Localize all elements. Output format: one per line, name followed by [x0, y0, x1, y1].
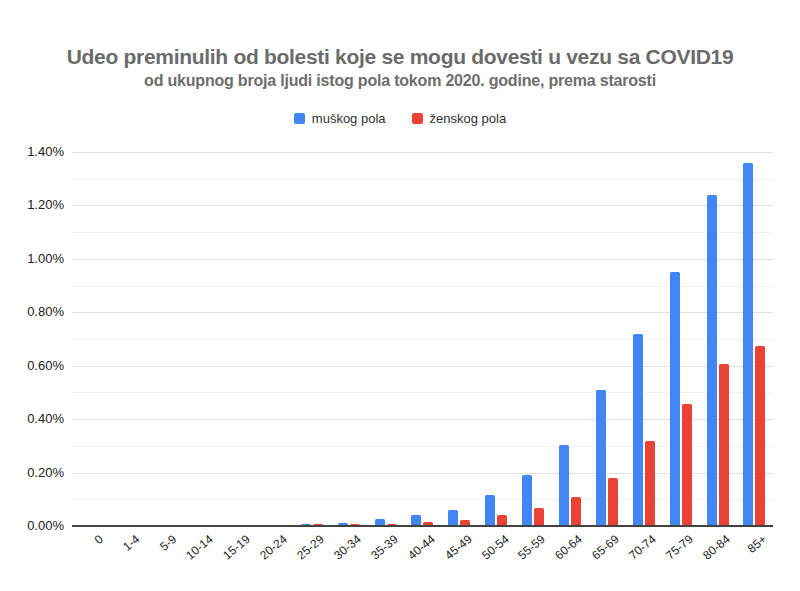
- bar-zenskog-pola[interactable]: [719, 364, 729, 526]
- plot-area: 0.00%0.20%0.40%0.60%0.80%1.00%1.20%1.40%…: [72, 152, 773, 526]
- bar-muskog-pola[interactable]: [596, 390, 606, 526]
- bar-muskog-pola[interactable]: [707, 195, 717, 526]
- x-axis-label: 1-4: [120, 532, 142, 554]
- bar-group: 85+: [736, 152, 773, 526]
- bar-group: 65-69: [588, 152, 625, 526]
- x-axis-label: 60-64: [553, 532, 586, 562]
- y-axis-tick-label: 0.40%: [0, 411, 64, 427]
- bar-muskog-pola[interactable]: [670, 272, 680, 526]
- x-axis-label: 5-9: [157, 532, 179, 554]
- bar-zenskog-pola[interactable]: [534, 508, 544, 526]
- bar-group: 75-79: [662, 152, 699, 526]
- legend-swatch-icon: [294, 113, 305, 124]
- legend: muškog pola ženskog pola: [0, 109, 800, 127]
- bar-group: 50-54: [478, 152, 515, 526]
- x-axis-label: 35-39: [368, 532, 401, 562]
- bar-muskog-pola[interactable]: [743, 163, 753, 526]
- bar-muskog-pola[interactable]: [448, 510, 458, 526]
- bar-group: 25-29: [293, 152, 330, 526]
- bar-muskog-pola[interactable]: [522, 475, 532, 526]
- legend-swatch-icon: [412, 113, 423, 124]
- bar-group: 80-84: [699, 152, 736, 526]
- y-axis-tick-label: 0.00%: [0, 518, 64, 534]
- x-axis-label: 70-74: [626, 532, 659, 562]
- bar-group: 0: [72, 152, 109, 526]
- x-axis-label: 55-59: [516, 532, 549, 562]
- x-axis-label: 40-44: [405, 532, 438, 562]
- x-axis-label: 15-19: [220, 532, 253, 562]
- bar-zenskog-pola[interactable]: [608, 478, 618, 526]
- bars: 01-45-910-1415-1920-2425-2930-3435-3940-…: [72, 152, 773, 526]
- x-axis-label: 80-84: [700, 532, 733, 562]
- bar-group: 1-4: [109, 152, 146, 526]
- chart-title: Udeo preminulih od bolesti koje se mogu …: [0, 44, 800, 70]
- bar-muskog-pola[interactable]: [559, 445, 569, 526]
- bar-group: 5-9: [146, 152, 183, 526]
- chart-subtitle: od ukupnog broja ljudi istog pola tokom …: [0, 70, 800, 91]
- bar-group: 10-14: [183, 152, 220, 526]
- y-axis-tick-label: 0.60%: [0, 358, 64, 374]
- bar-group: 55-59: [515, 152, 552, 526]
- chart-page: Udeo preminulih od bolesti koje se mogu …: [0, 0, 800, 591]
- bar-group: 35-39: [367, 152, 404, 526]
- x-axis-label: 25-29: [294, 532, 327, 562]
- y-axis-tick-label: 0.20%: [0, 465, 64, 481]
- legend-label: ženskog pola: [430, 111, 507, 126]
- bar-group: 70-74: [625, 152, 662, 526]
- y-axis-tick-label: 0.80%: [0, 304, 64, 320]
- x-axis-label: 75-79: [663, 532, 696, 562]
- bar-group: 40-44: [404, 152, 441, 526]
- bar-muskog-pola[interactable]: [633, 334, 643, 526]
- bar-group: 30-34: [330, 152, 367, 526]
- x-axis-label: 65-69: [589, 532, 622, 562]
- bar-zenskog-pola[interactable]: [571, 497, 581, 526]
- x-axis-label: 45-49: [442, 532, 475, 562]
- y-axis-tick-label: 1.00%: [0, 251, 64, 267]
- y-axis-tick-label: 1.40%: [0, 144, 64, 160]
- x-axis-label: 50-54: [479, 532, 512, 562]
- bar-group: 15-19: [220, 152, 257, 526]
- bar-muskog-pola[interactable]: [485, 495, 495, 526]
- x-axis-label: 85+: [745, 532, 770, 556]
- bar-group: 45-49: [441, 152, 478, 526]
- bar-zenskog-pola[interactable]: [755, 346, 765, 526]
- bar-zenskog-pola[interactable]: [645, 441, 655, 526]
- x-axis-label: 10-14: [184, 532, 217, 562]
- bar-group: 20-24: [256, 152, 293, 526]
- bar-zenskog-pola[interactable]: [682, 404, 692, 526]
- legend-item-muskog-pola[interactable]: muškog pola: [294, 111, 386, 126]
- x-axis-label: 20-24: [257, 532, 290, 562]
- legend-label: muškog pola: [312, 111, 386, 126]
- x-axis-label: 0: [91, 532, 105, 547]
- legend-item-zenskog-pola[interactable]: ženskog pola: [412, 111, 507, 126]
- bar-group: 60-64: [552, 152, 589, 526]
- x-axis-line: [72, 525, 773, 527]
- x-axis-label: 30-34: [331, 532, 364, 562]
- y-axis-tick-label: 1.20%: [0, 197, 64, 213]
